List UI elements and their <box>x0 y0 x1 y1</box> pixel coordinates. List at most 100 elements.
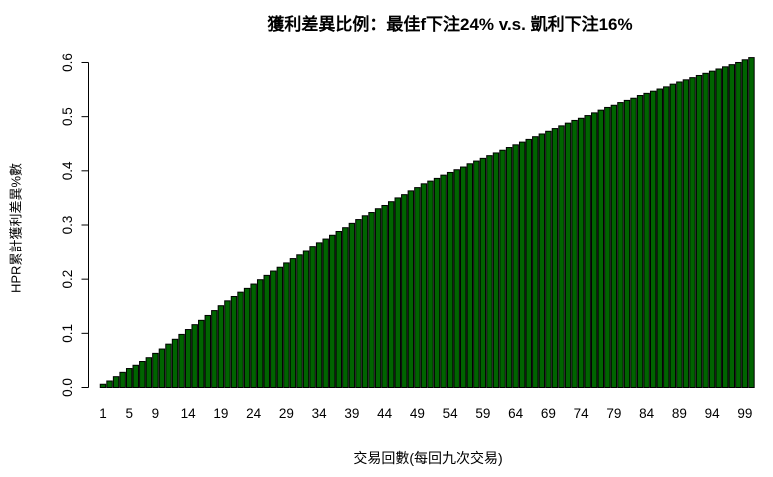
bar <box>669 83 677 389</box>
bar <box>728 64 736 389</box>
bar <box>119 371 126 388</box>
bar <box>433 177 441 388</box>
bar <box>152 352 159 388</box>
bar <box>171 338 179 389</box>
bar <box>158 348 166 389</box>
bar <box>571 119 578 388</box>
x-tick-label: 59 <box>475 406 490 421</box>
bar <box>649 90 657 388</box>
bar <box>184 329 192 389</box>
bar <box>374 208 382 388</box>
x-tick-label: 64 <box>508 406 524 421</box>
bar <box>237 291 244 388</box>
bar <box>106 380 113 388</box>
bar <box>604 106 611 388</box>
bar <box>518 141 526 388</box>
x-tick-label: 54 <box>443 406 459 421</box>
bar <box>198 319 205 388</box>
x-tick-label: 99 <box>737 406 752 421</box>
bar <box>165 343 172 389</box>
bar <box>139 361 146 388</box>
y-tick-label: 0.2 <box>60 270 75 289</box>
bar <box>663 86 670 389</box>
bar <box>577 117 585 388</box>
bar <box>715 68 722 388</box>
x-tick-label: 34 <box>312 406 328 421</box>
bar <box>99 383 107 388</box>
bar <box>355 219 362 388</box>
bar <box>361 215 369 388</box>
x-tick-label: 84 <box>639 406 655 421</box>
bar <box>682 79 690 388</box>
bar <box>591 112 598 389</box>
bar <box>689 77 696 389</box>
bar <box>329 234 336 388</box>
x-tick-label: 69 <box>541 406 556 421</box>
bar <box>584 115 591 388</box>
bar <box>708 70 716 389</box>
bar <box>178 333 185 389</box>
y-tick-label: 0.1 <box>60 324 75 343</box>
bar <box>230 295 238 388</box>
bar <box>702 72 709 388</box>
bar <box>473 160 480 388</box>
bar <box>564 122 572 389</box>
x-tick-label: 39 <box>344 406 359 421</box>
bar <box>276 266 284 388</box>
bar <box>617 102 624 388</box>
x-tick-label: 89 <box>672 406 687 421</box>
bar <box>263 274 270 388</box>
bar <box>479 157 487 388</box>
y-tick-label: 0.3 <box>60 216 75 235</box>
bar <box>270 270 277 388</box>
bar <box>656 88 663 389</box>
x-tick-label: 9 <box>152 406 160 421</box>
x-tick-label: 19 <box>213 406 228 421</box>
bar <box>558 125 565 389</box>
bar <box>132 364 139 389</box>
x-tick-label: 5 <box>125 406 133 421</box>
bar <box>335 230 343 388</box>
bar <box>256 279 264 389</box>
x-tick-label: 94 <box>705 406 721 421</box>
bar <box>243 287 251 388</box>
bar <box>420 183 428 388</box>
bar <box>440 174 447 388</box>
bar <box>315 242 323 388</box>
bar <box>538 133 546 388</box>
y-tick-label: 0.5 <box>60 107 75 126</box>
chart-title: 獲利差異比例：最佳f下注24% v.s. 凱利下注16% <box>267 15 633 34</box>
bar <box>145 357 153 388</box>
bar <box>446 171 454 388</box>
bar <box>486 155 493 388</box>
bar <box>224 300 231 388</box>
bar <box>695 74 703 388</box>
bar <box>309 246 316 388</box>
bar <box>204 314 212 389</box>
bar <box>453 169 460 388</box>
bar <box>211 310 218 388</box>
bar <box>643 92 650 389</box>
bar <box>283 262 290 388</box>
bar <box>623 99 631 389</box>
bar <box>735 61 742 388</box>
bar <box>289 258 297 388</box>
bar <box>466 163 474 388</box>
x-tick-label: 24 <box>246 406 262 421</box>
bar <box>525 138 532 388</box>
bar <box>302 250 310 388</box>
y-tick-label: 0.4 <box>60 161 75 180</box>
bar <box>401 194 408 388</box>
bar <box>532 136 539 388</box>
bar <box>368 212 375 388</box>
bar <box>492 152 500 388</box>
bar <box>217 305 225 389</box>
x-tick-label: 14 <box>181 406 197 421</box>
x-axis-label: 交易回數(每回九次交易) <box>353 450 503 466</box>
bar <box>460 166 467 388</box>
bar <box>112 376 120 389</box>
bar <box>597 109 605 389</box>
x-tick-label: 44 <box>377 406 393 421</box>
bar <box>505 147 513 388</box>
